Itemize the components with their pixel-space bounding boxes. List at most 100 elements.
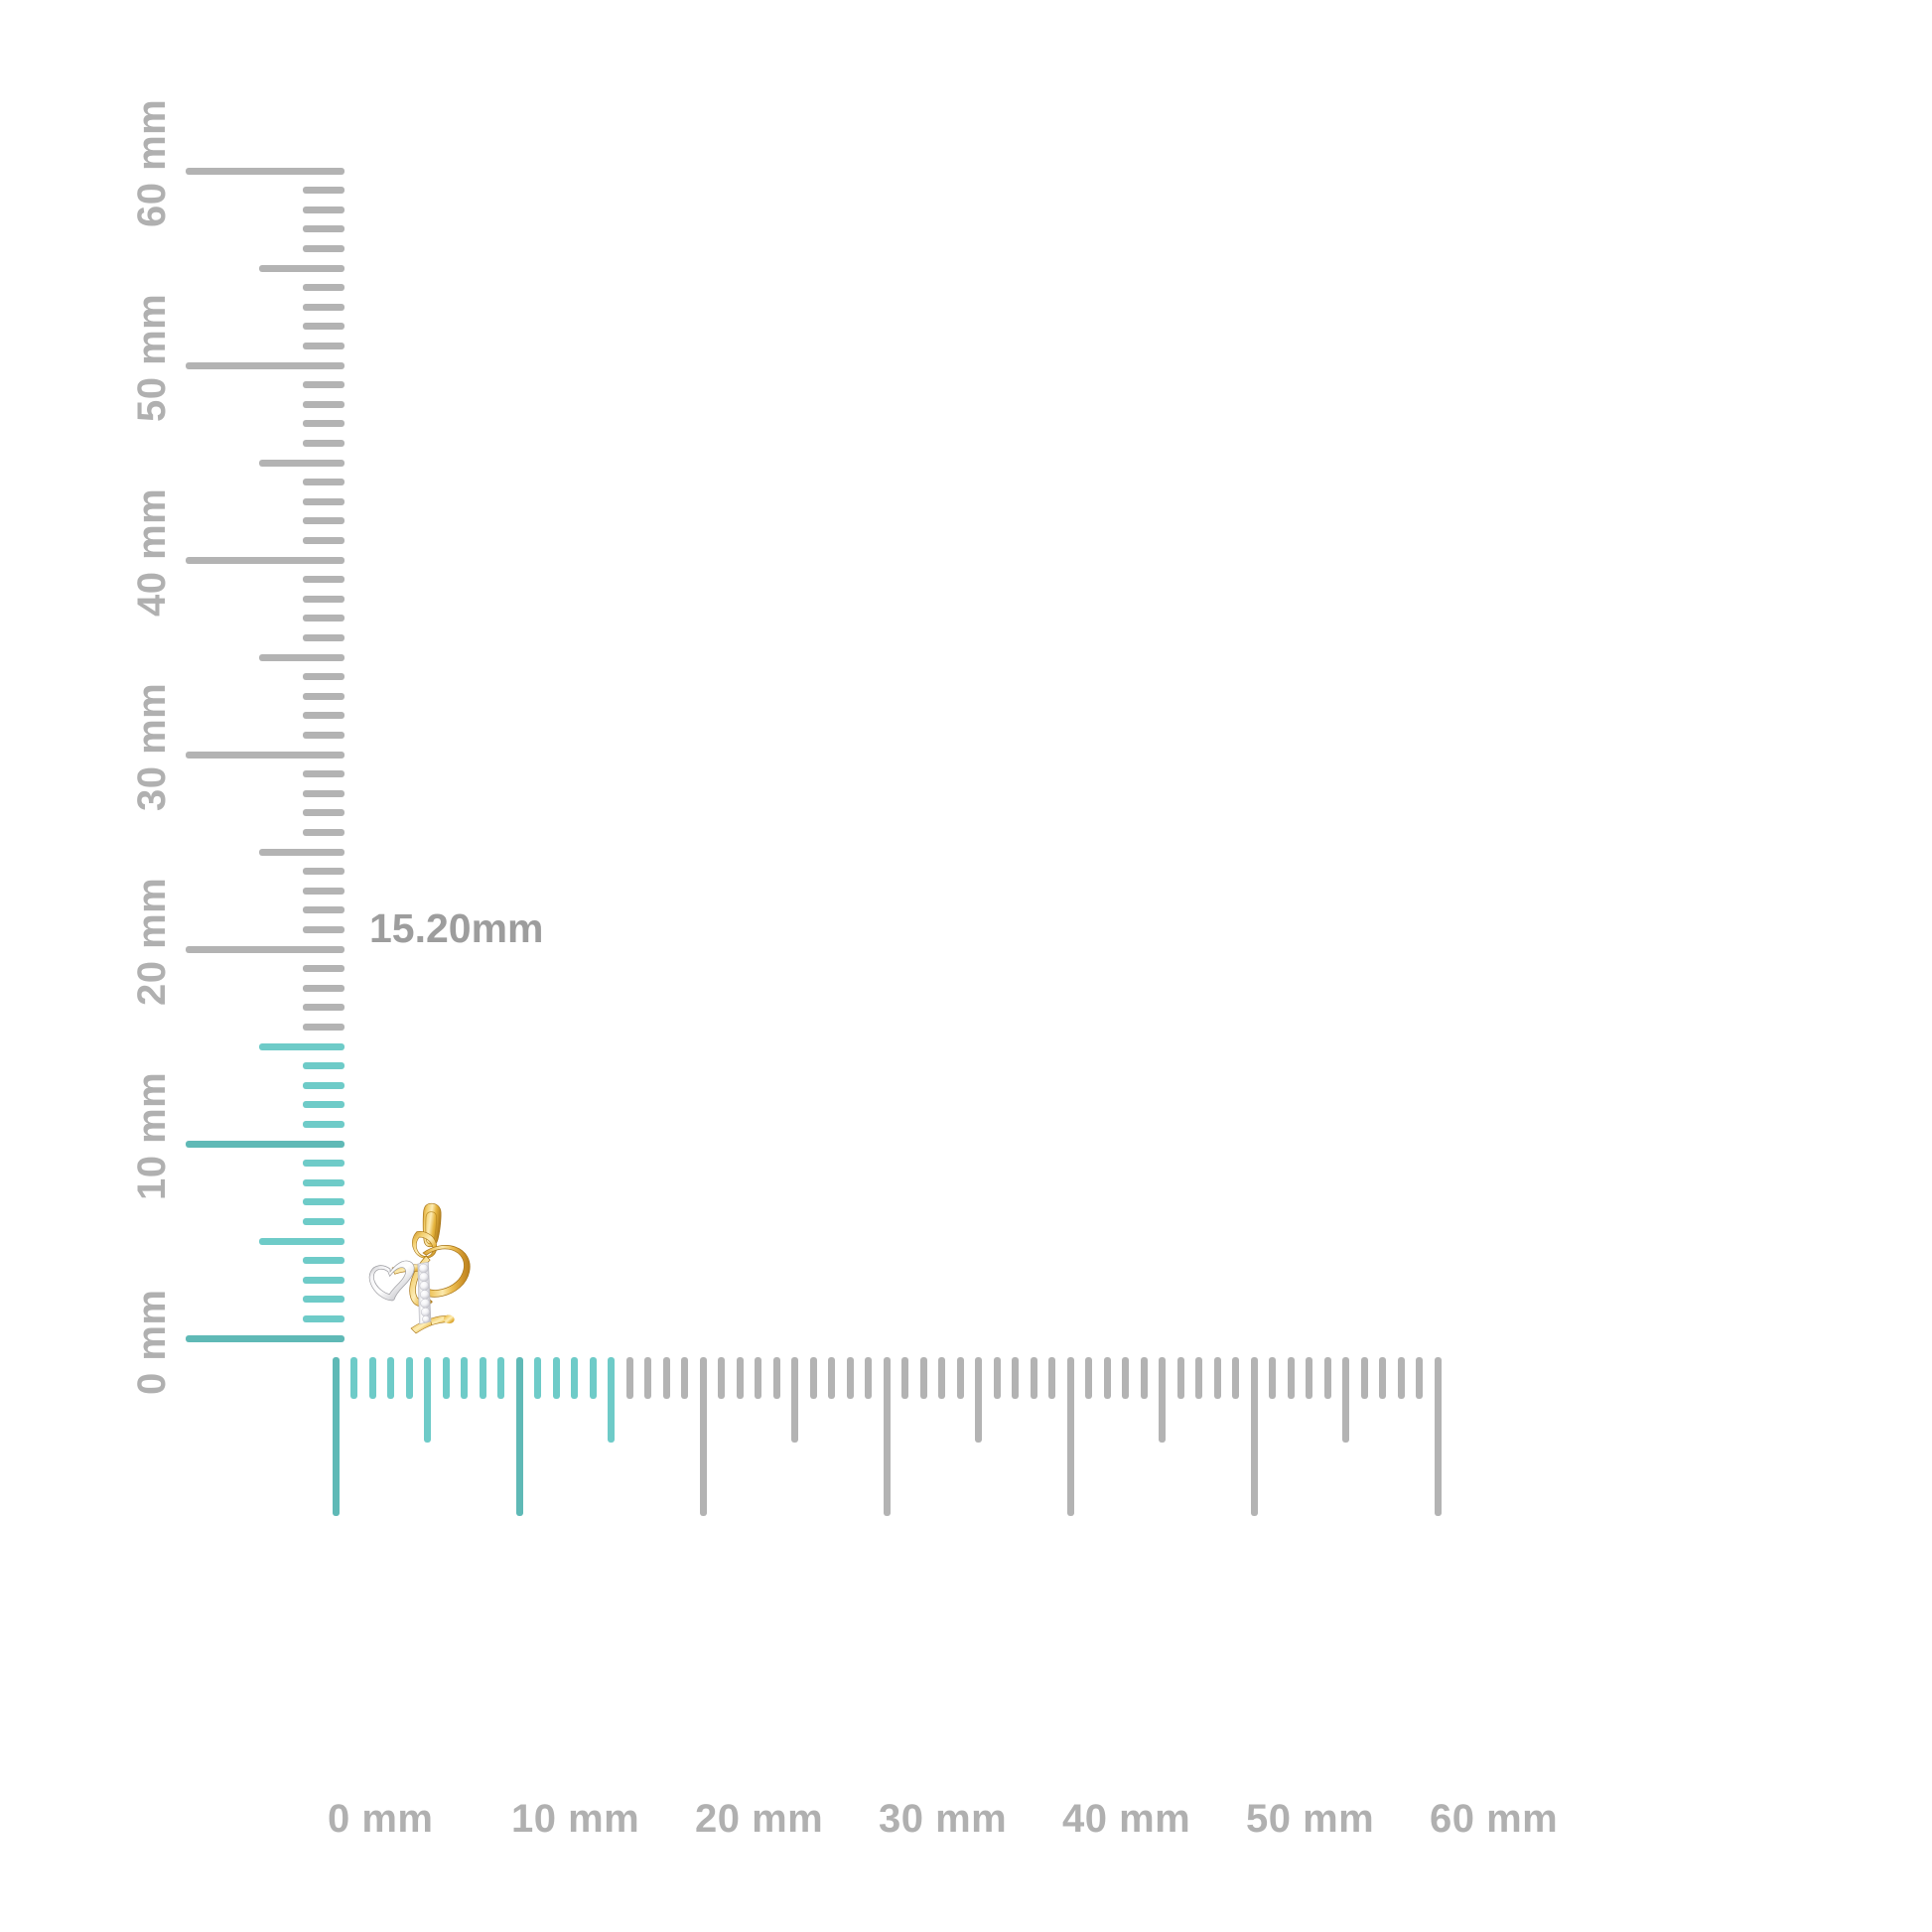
hruler-label-0mm: 0 mm bbox=[328, 1797, 434, 1841]
hruler-minor-tick bbox=[1122, 1357, 1129, 1399]
hruler-minor-tick bbox=[1287, 1357, 1295, 1399]
vruler-minor-tick bbox=[303, 1023, 345, 1031]
hruler-minor-tick bbox=[1176, 1357, 1184, 1399]
vruler-minor-tick bbox=[303, 965, 345, 973]
hruler-minor-tick bbox=[828, 1357, 835, 1399]
hruler-minor-tick bbox=[497, 1357, 504, 1399]
vruler-minor-tick bbox=[303, 925, 345, 933]
vruler-minor-tick bbox=[303, 1257, 345, 1265]
hruler-minor-tick bbox=[662, 1357, 670, 1399]
hruler-minor-tick bbox=[681, 1357, 688, 1399]
vruler-minor-tick bbox=[303, 692, 345, 700]
vruler-major-tick bbox=[186, 1334, 345, 1342]
vruler-minor-tick bbox=[303, 244, 345, 252]
hruler-mid-tick bbox=[608, 1357, 615, 1443]
hruler-major-tick bbox=[1250, 1357, 1258, 1516]
vruler-minor-tick bbox=[303, 497, 345, 505]
hruler-label-30mm: 30 mm bbox=[879, 1797, 1008, 1841]
vruler-minor-tick bbox=[303, 381, 345, 389]
vruler-label-30mm: 30 mm bbox=[130, 682, 174, 811]
hruler-minor-tick bbox=[350, 1357, 357, 1399]
vruler-minor-tick bbox=[303, 1120, 345, 1128]
hruler-minor-tick bbox=[1085, 1357, 1092, 1399]
hruler-mid-tick bbox=[424, 1357, 431, 1443]
hruler-minor-tick bbox=[552, 1357, 560, 1399]
hruler-mid-tick bbox=[791, 1357, 798, 1443]
vruler-label-0mm: 0 mm bbox=[130, 1289, 174, 1396]
hruler-mid-tick bbox=[1342, 1357, 1349, 1443]
hruler-minor-tick bbox=[1360, 1357, 1368, 1399]
vruler-minor-tick bbox=[303, 1217, 345, 1225]
vruler-mid-tick bbox=[259, 459, 345, 467]
vruler-minor-tick bbox=[303, 225, 345, 233]
vruler-minor-tick bbox=[303, 1178, 345, 1186]
hruler-major-tick bbox=[332, 1357, 340, 1516]
hruler-minor-tick bbox=[387, 1357, 394, 1399]
hruler-minor-tick bbox=[1416, 1357, 1423, 1399]
white-gold-heart bbox=[368, 1260, 415, 1302]
hruler-minor-tick bbox=[718, 1357, 725, 1399]
vruler-minor-tick bbox=[303, 1101, 345, 1109]
product-image bbox=[368, 1202, 471, 1334]
hruler-minor-tick bbox=[461, 1357, 468, 1399]
hruler-minor-tick bbox=[1195, 1357, 1202, 1399]
pave-diamond-stem bbox=[417, 1262, 432, 1324]
vruler-major-tick bbox=[186, 167, 345, 175]
vruler-minor-tick bbox=[303, 536, 345, 544]
hruler-major-tick bbox=[515, 1357, 523, 1516]
hruler-minor-tick bbox=[809, 1357, 817, 1399]
hruler-minor-tick bbox=[1048, 1357, 1055, 1399]
hruler-label-50mm: 50 mm bbox=[1246, 1797, 1375, 1841]
hruler-minor-tick bbox=[1379, 1357, 1386, 1399]
hruler-minor-tick bbox=[846, 1357, 854, 1399]
hruler-minor-tick bbox=[938, 1357, 945, 1399]
vruler-minor-tick bbox=[303, 828, 345, 836]
vruler-minor-tick bbox=[303, 906, 345, 914]
vruler-minor-tick bbox=[303, 887, 345, 895]
vruler-label-20mm: 20 mm bbox=[130, 877, 174, 1006]
vruler-minor-tick bbox=[303, 868, 345, 876]
hruler-major-tick bbox=[1066, 1357, 1074, 1516]
vruler-mid-tick bbox=[259, 264, 345, 272]
hruler-label-40mm: 40 mm bbox=[1062, 1797, 1191, 1841]
vruler-minor-tick bbox=[303, 323, 345, 331]
hruler-minor-tick bbox=[1269, 1357, 1276, 1399]
vruler-minor-tick bbox=[303, 479, 345, 486]
hruler-major-tick bbox=[883, 1357, 891, 1516]
hruler-minor-tick bbox=[368, 1357, 376, 1399]
vruler-minor-tick bbox=[303, 809, 345, 817]
vruler-minor-tick bbox=[303, 284, 345, 292]
hruler-minor-tick bbox=[736, 1357, 744, 1399]
vruler-minor-tick bbox=[303, 731, 345, 739]
vruler-minor-tick bbox=[303, 673, 345, 681]
vruler-label-40mm: 40 mm bbox=[130, 487, 174, 617]
vruler-minor-tick bbox=[303, 187, 345, 195]
vruler-major-tick bbox=[186, 1140, 345, 1148]
vruler-minor-tick bbox=[303, 400, 345, 408]
vruler-minor-tick bbox=[303, 633, 345, 641]
hruler-label-20mm: 20 mm bbox=[695, 1797, 824, 1841]
hruler-minor-tick bbox=[571, 1357, 578, 1399]
vruler-minor-tick bbox=[303, 1160, 345, 1168]
vruler-minor-tick bbox=[303, 595, 345, 603]
vruler-major-tick bbox=[186, 751, 345, 759]
vruler-minor-tick bbox=[303, 342, 345, 349]
hruler-minor-tick bbox=[442, 1357, 450, 1399]
hruler-minor-tick bbox=[956, 1357, 964, 1399]
hruler-minor-tick bbox=[644, 1357, 651, 1399]
hruler-mid-tick bbox=[975, 1357, 982, 1443]
vruler-minor-tick bbox=[303, 1004, 345, 1012]
hruler-minor-tick bbox=[901, 1357, 908, 1399]
vruler-minor-tick bbox=[303, 206, 345, 213]
hruler-minor-tick bbox=[1012, 1357, 1019, 1399]
vruler-minor-tick bbox=[303, 1198, 345, 1206]
hruler-minor-tick bbox=[1140, 1357, 1148, 1399]
vruler-minor-tick bbox=[303, 1314, 345, 1322]
hruler-label-10mm: 10 mm bbox=[511, 1797, 640, 1841]
vruler-major-tick bbox=[186, 945, 345, 953]
vruler-minor-tick bbox=[303, 420, 345, 428]
vruler-label-60mm: 60 mm bbox=[130, 98, 174, 227]
vruler-minor-tick bbox=[303, 1081, 345, 1089]
vruler-minor-tick bbox=[303, 1062, 345, 1070]
